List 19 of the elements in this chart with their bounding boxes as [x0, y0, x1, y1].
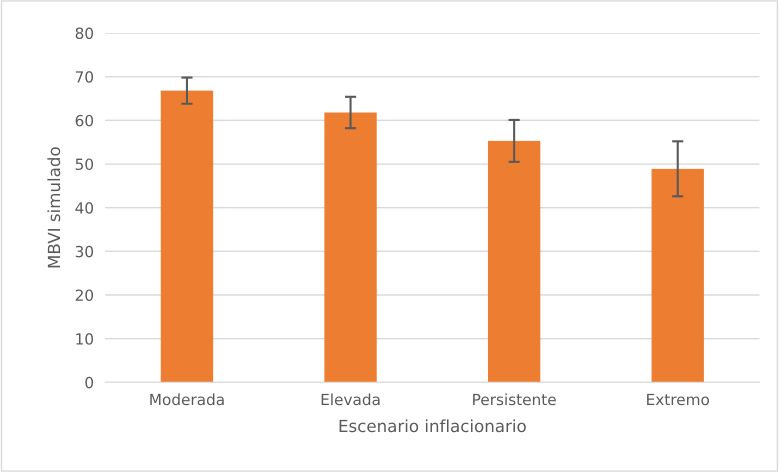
y-tick-label: 50 — [76, 158, 94, 170]
y-tick-label: 20 — [76, 289, 94, 302]
bar — [488, 140, 540, 382]
y-tick-label: 70 — [76, 71, 94, 83]
x-tick-label: Moderada — [150, 393, 224, 406]
x-tick-label: Elevada — [322, 393, 380, 406]
y-tick-label: 80 — [76, 28, 94, 40]
bar — [652, 168, 704, 382]
y-tick-label: 60 — [76, 114, 94, 126]
x-tick-label: Persistente — [473, 393, 556, 406]
x-axis-title: Escenario inflacionario — [340, 419, 526, 432]
bar — [160, 90, 214, 382]
y-tick-label: 30 — [76, 246, 94, 258]
bar — [324, 112, 377, 382]
x-tick-label: Extremo — [647, 394, 710, 406]
y-tick-label: 0 — [85, 376, 94, 388]
y-tick-label: 10 — [76, 333, 94, 345]
y-tick-label: 40 — [75, 202, 94, 214]
y-axis-title: MBVI simulado — [47, 147, 60, 268]
